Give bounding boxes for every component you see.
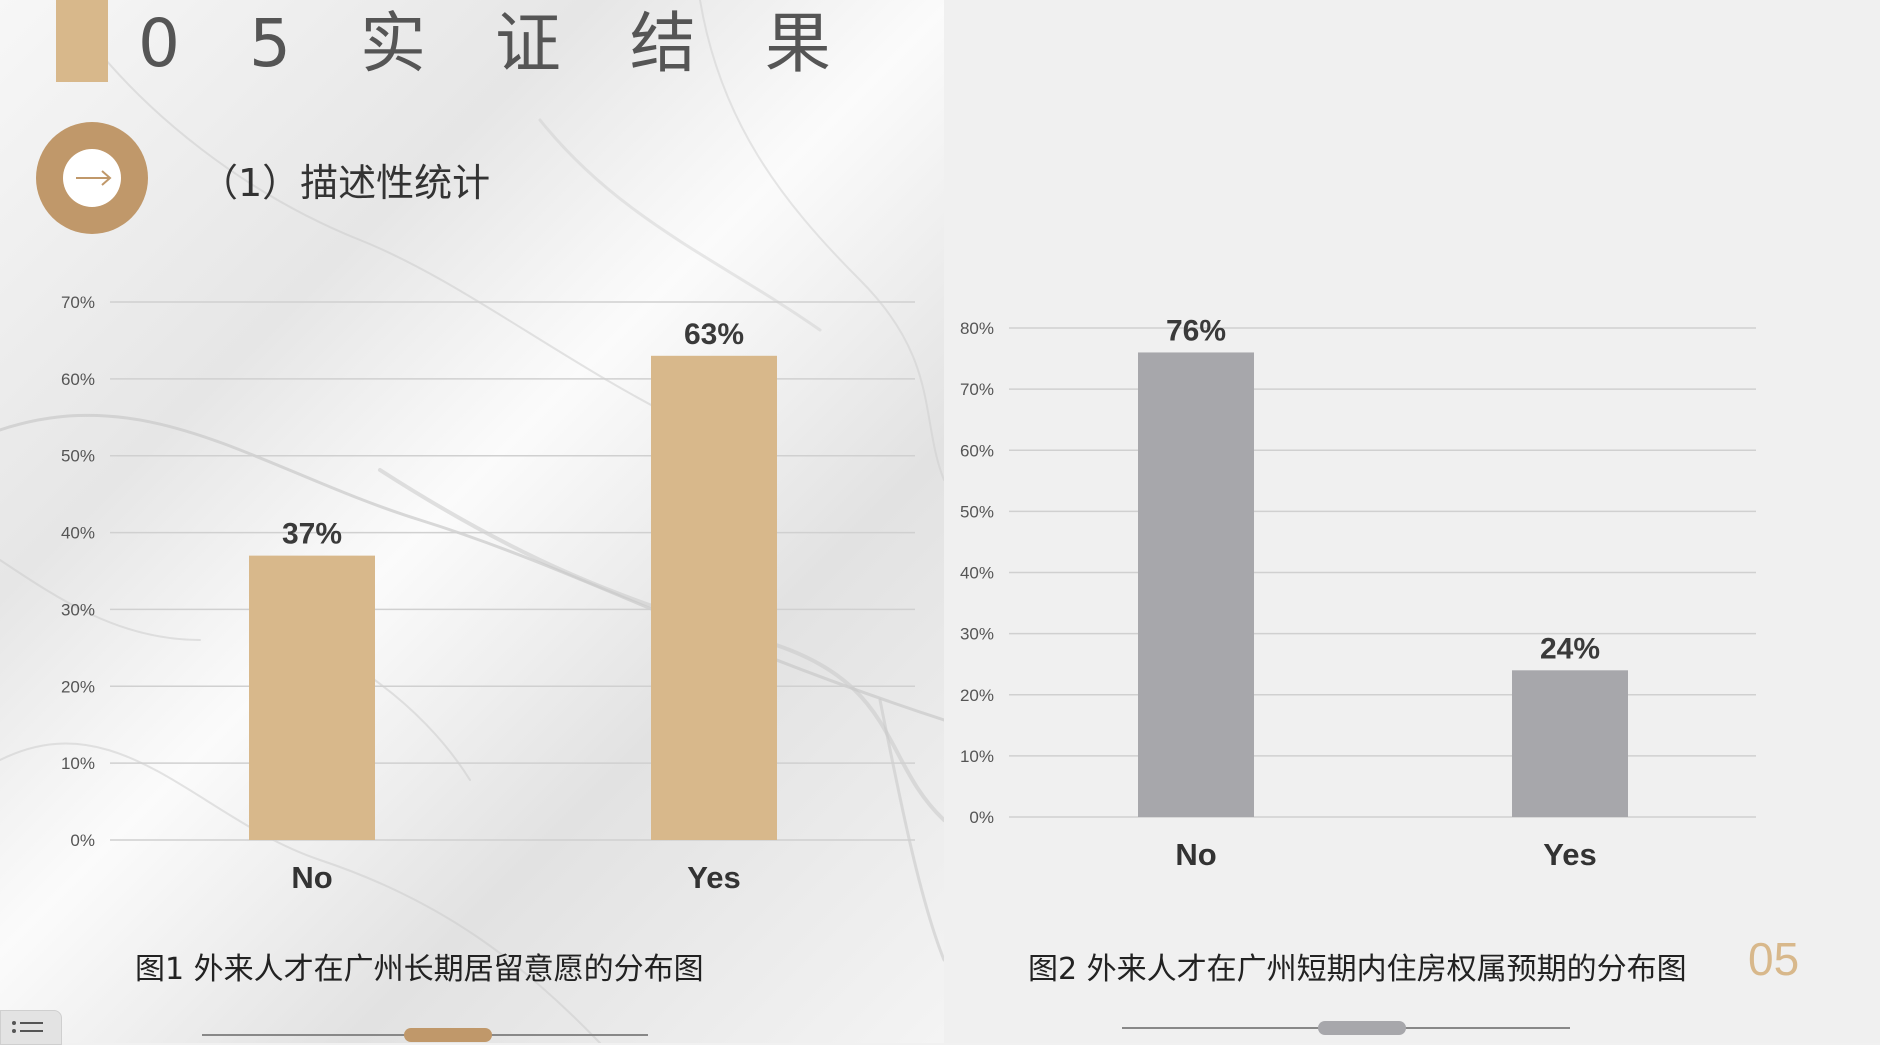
page-title: 0 5 实 证 结 果 (138, 5, 855, 82)
chart-1-ytick-label: 50% (61, 447, 95, 466)
chart-1-ytick-label: 70% (61, 293, 95, 312)
chart-2-bar-no (1138, 352, 1254, 817)
section-ring (36, 122, 148, 234)
page-number: 05 (1748, 933, 1800, 985)
chart-2-value-label: 76% (1166, 314, 1226, 347)
chart-2-ytick-label: 10% (960, 747, 994, 766)
chart-2-ytick-label: 40% (960, 564, 994, 583)
chart-2-ytick-label: 30% (960, 625, 994, 644)
chart-1-value-label: 37% (282, 518, 342, 551)
chart-2-ytick-label: 70% (960, 380, 994, 399)
left-panel (0, 0, 944, 1043)
chart-2-ytick-label: 50% (960, 502, 994, 521)
chart-2-ytick-label: 0% (969, 808, 994, 827)
chart-1-category-label: No (291, 860, 332, 895)
chart-1-ytick-label: 10% (61, 754, 95, 773)
chart-1-ytick-label: 20% (61, 677, 95, 696)
chart-2-value-label: 24% (1540, 632, 1600, 665)
chart-1-ytick-label: 0% (70, 831, 95, 850)
chart-2-ytick-label: 80% (960, 319, 994, 338)
right-panel (944, 0, 1880, 1043)
chart-2-ytick-label: 20% (960, 686, 994, 705)
chart-1-ytick-label: 60% (61, 370, 95, 389)
left-slider-thumb[interactable] (404, 1028, 492, 1042)
right-slider-thumb[interactable] (1318, 1021, 1406, 1035)
chart-2-ytick-label: 60% (960, 441, 994, 460)
chart-1-bar-no (249, 555, 375, 840)
chart-1: 0% 10% 20% 30% 40% 50% 60% 70% 37% No 63% Yes (61, 293, 915, 895)
chart-2-caption: 图2 外来人才在广州短期内住房权属预期的分布图 (1028, 952, 1687, 987)
arrow-right-icon (76, 170, 112, 186)
menu-button[interactable] (0, 1010, 62, 1045)
chart-2-category-label: No (1175, 837, 1216, 872)
chart-2: 0% 10% 20% 30% 40% 50% 60% 70% 80% 76% No 24% Yes (960, 314, 1756, 872)
title-accent-bar (56, 0, 108, 82)
chart-2-category-label: Yes (1543, 837, 1596, 872)
chart-2-bar-yes (1512, 670, 1628, 817)
list-menu-icon (12, 1021, 43, 1033)
chart-1-category-label: Yes (687, 860, 740, 895)
chart-1-caption: 图1 外来人才在广州长期居留意愿的分布图 (135, 952, 704, 987)
chart-1-value-label: 63% (684, 318, 744, 351)
chart-1-bar-yes (651, 355, 777, 840)
chart-1-ytick-label: 30% (61, 600, 95, 619)
chart-1-ytick-label: 40% (61, 524, 95, 543)
section-subtitle: （1）描述性统计 (200, 161, 491, 205)
